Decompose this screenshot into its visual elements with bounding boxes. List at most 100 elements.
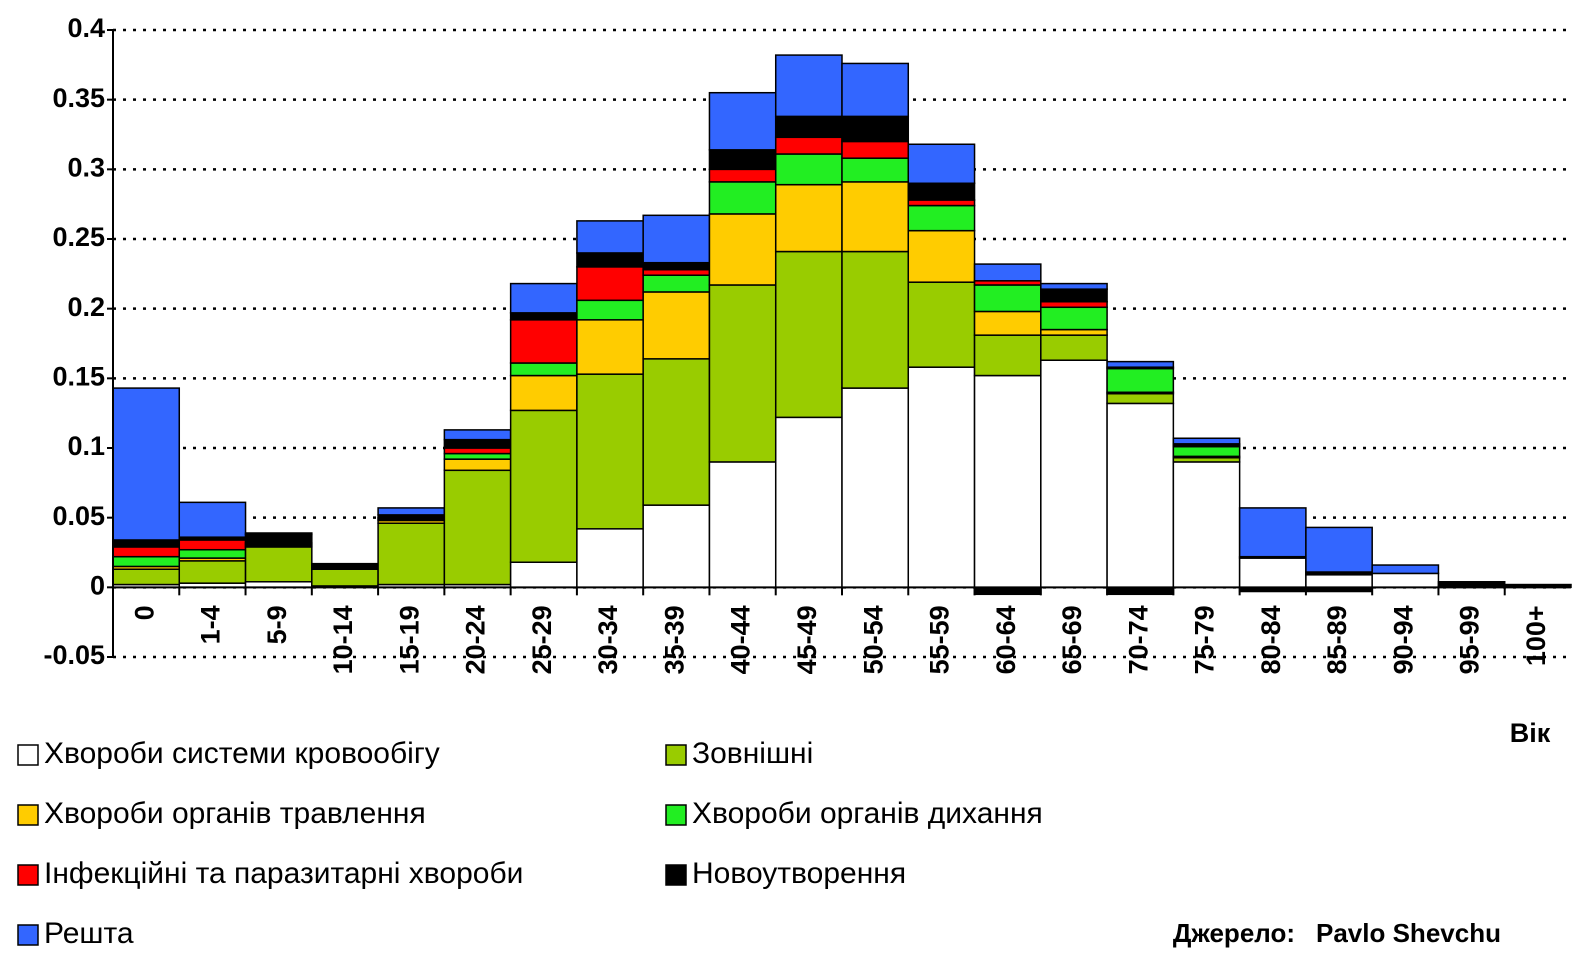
bar-segment xyxy=(774,54,843,118)
legend-swatch xyxy=(17,744,39,766)
y-tick-label: 0.05 xyxy=(52,501,105,531)
bar-segment xyxy=(576,266,644,302)
x-tick-label: 0 xyxy=(129,605,159,620)
x-axis-label: Вік xyxy=(1510,718,1551,748)
bar-segment xyxy=(642,214,711,264)
bar-segment xyxy=(841,157,910,183)
bar-segment xyxy=(1040,306,1108,331)
bar-segment xyxy=(973,586,1042,596)
legend-swatch xyxy=(17,804,39,826)
bar-segment xyxy=(576,299,644,321)
bar-segment xyxy=(708,461,777,589)
bar-segment xyxy=(907,281,976,368)
bar-segment xyxy=(1305,574,1373,589)
x-tick-label: 50-54 xyxy=(858,605,888,674)
bar-segment xyxy=(907,182,976,201)
legend-label: Хвороби органів травлення xyxy=(44,797,426,830)
bar-segment xyxy=(642,261,711,271)
x-tick-label: 20-24 xyxy=(461,605,491,674)
x-tick-label: 90-94 xyxy=(1388,605,1418,674)
legend-label: Зовнішні xyxy=(692,737,813,770)
x-tick-label: 60-64 xyxy=(991,605,1021,674)
source: Pavlo Shevchu xyxy=(1316,918,1501,948)
y-tick-label: 0 xyxy=(90,570,105,600)
bar-segment xyxy=(774,153,843,186)
bar-segment xyxy=(112,387,181,541)
bar-segment xyxy=(509,561,578,589)
bar-segment xyxy=(1371,564,1440,575)
bar-segment xyxy=(841,115,910,143)
x-tick-label: 30-34 xyxy=(593,605,623,674)
bar-segment xyxy=(311,568,379,587)
bar-segment xyxy=(443,447,512,455)
bar-segment xyxy=(509,409,578,564)
x-tick-label: 35-39 xyxy=(659,605,689,674)
bar-segment xyxy=(509,312,578,321)
bar-segment xyxy=(774,250,843,419)
bar-segment xyxy=(311,562,379,566)
bar-segment xyxy=(1371,572,1440,589)
legend-swatch xyxy=(17,924,39,946)
legend-label: Інфекційні та паразитарні хвороби xyxy=(44,857,523,890)
legend-label: Новоутворення xyxy=(692,857,906,890)
y-tick-label: 0.2 xyxy=(67,292,105,322)
x-tick-label: 70-74 xyxy=(1123,605,1153,674)
bar-segment xyxy=(1238,507,1307,558)
bar-segment xyxy=(1305,526,1373,573)
bar-segment xyxy=(708,284,777,463)
bar-segment xyxy=(244,532,313,536)
bar-segment xyxy=(377,507,446,516)
bar-segment xyxy=(907,366,976,589)
bar-segment xyxy=(178,501,247,538)
bar-segment xyxy=(708,168,777,183)
bar-segment xyxy=(112,546,181,558)
bar-segment xyxy=(377,522,446,586)
bar-segment xyxy=(509,362,578,377)
x-tick-label: 65-69 xyxy=(1057,605,1087,674)
bar-segment xyxy=(1106,586,1175,596)
bar-segment xyxy=(1172,461,1241,589)
bar-segment xyxy=(642,268,711,276)
bar-segment xyxy=(907,143,976,185)
legend-swatch xyxy=(665,864,687,886)
bar-segment xyxy=(178,539,247,551)
legend-label: Хвороби органів дихання xyxy=(692,797,1043,830)
bar-segment xyxy=(509,319,578,364)
bar-segment xyxy=(642,291,711,360)
bar-segment xyxy=(1238,557,1307,589)
x-tick-label: 80-84 xyxy=(1256,605,1286,674)
y-tick-label: 0.35 xyxy=(52,83,105,113)
bar-segment xyxy=(509,374,578,412)
bar-segment xyxy=(642,358,711,506)
bar-segment xyxy=(1106,402,1175,589)
bar-segment xyxy=(1040,282,1108,290)
bar-segment xyxy=(708,91,777,151)
bar-segment xyxy=(973,374,1042,589)
x-tick-label: 25-29 xyxy=(527,605,557,674)
bar-segment xyxy=(1040,328,1108,336)
x-tick-label: 95-99 xyxy=(1455,605,1485,674)
legend-label: Решта xyxy=(44,917,134,950)
bar-segment xyxy=(509,282,578,314)
bar-segment xyxy=(443,469,512,586)
bar-segment xyxy=(178,560,247,584)
bar-segment xyxy=(244,546,313,583)
bar-segment xyxy=(576,220,644,254)
legend-swatch xyxy=(665,804,687,826)
y-tick-label: 0.4 xyxy=(67,13,105,43)
bar-segment xyxy=(1172,437,1241,445)
bar-segment xyxy=(841,181,910,253)
bar-segment xyxy=(774,136,843,155)
legend-label: Хвороби системи кровообігу xyxy=(44,737,440,770)
bar-segment xyxy=(907,204,976,232)
x-tick-label: 1-4 xyxy=(196,605,226,644)
bar-segment xyxy=(907,199,976,207)
bar-segment xyxy=(774,183,843,253)
y-tick-label: 0.25 xyxy=(52,222,105,252)
bar-segment xyxy=(443,429,512,441)
bar-segment xyxy=(973,263,1042,282)
x-tick-label: 55-59 xyxy=(925,605,955,674)
x-tick-label: 10-14 xyxy=(328,605,358,674)
bar-segment xyxy=(443,452,512,460)
